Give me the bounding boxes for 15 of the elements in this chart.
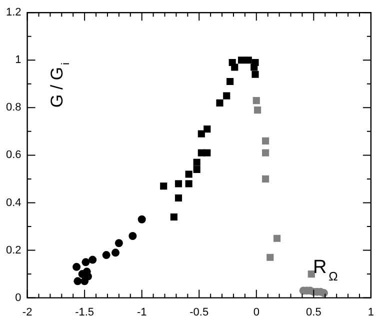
x-tick-label: 0 (253, 306, 260, 318)
y-tick-label: 0.2 (6, 244, 22, 256)
y-tick-label: 1.2 (6, 6, 22, 19)
x-tick-label: -0.5 (190, 306, 209, 318)
y-tick-label: 0.4 (6, 196, 22, 209)
x-tick-label: -1.5 (75, 306, 94, 318)
x-tick-label: 1 (368, 306, 374, 318)
y-tick-label: 0.6 (6, 149, 22, 162)
x-tick-label: 0.5 (306, 306, 322, 318)
y-axis-title: G / Gi (47, 62, 72, 108)
y-tick-label: 1 (15, 54, 22, 66)
y-tick-label: 0 (15, 292, 22, 304)
y-tick-label: 0.8 (6, 102, 22, 114)
x-tick-label: -1 (136, 306, 147, 318)
x-tick-label: -2 (22, 306, 32, 318)
